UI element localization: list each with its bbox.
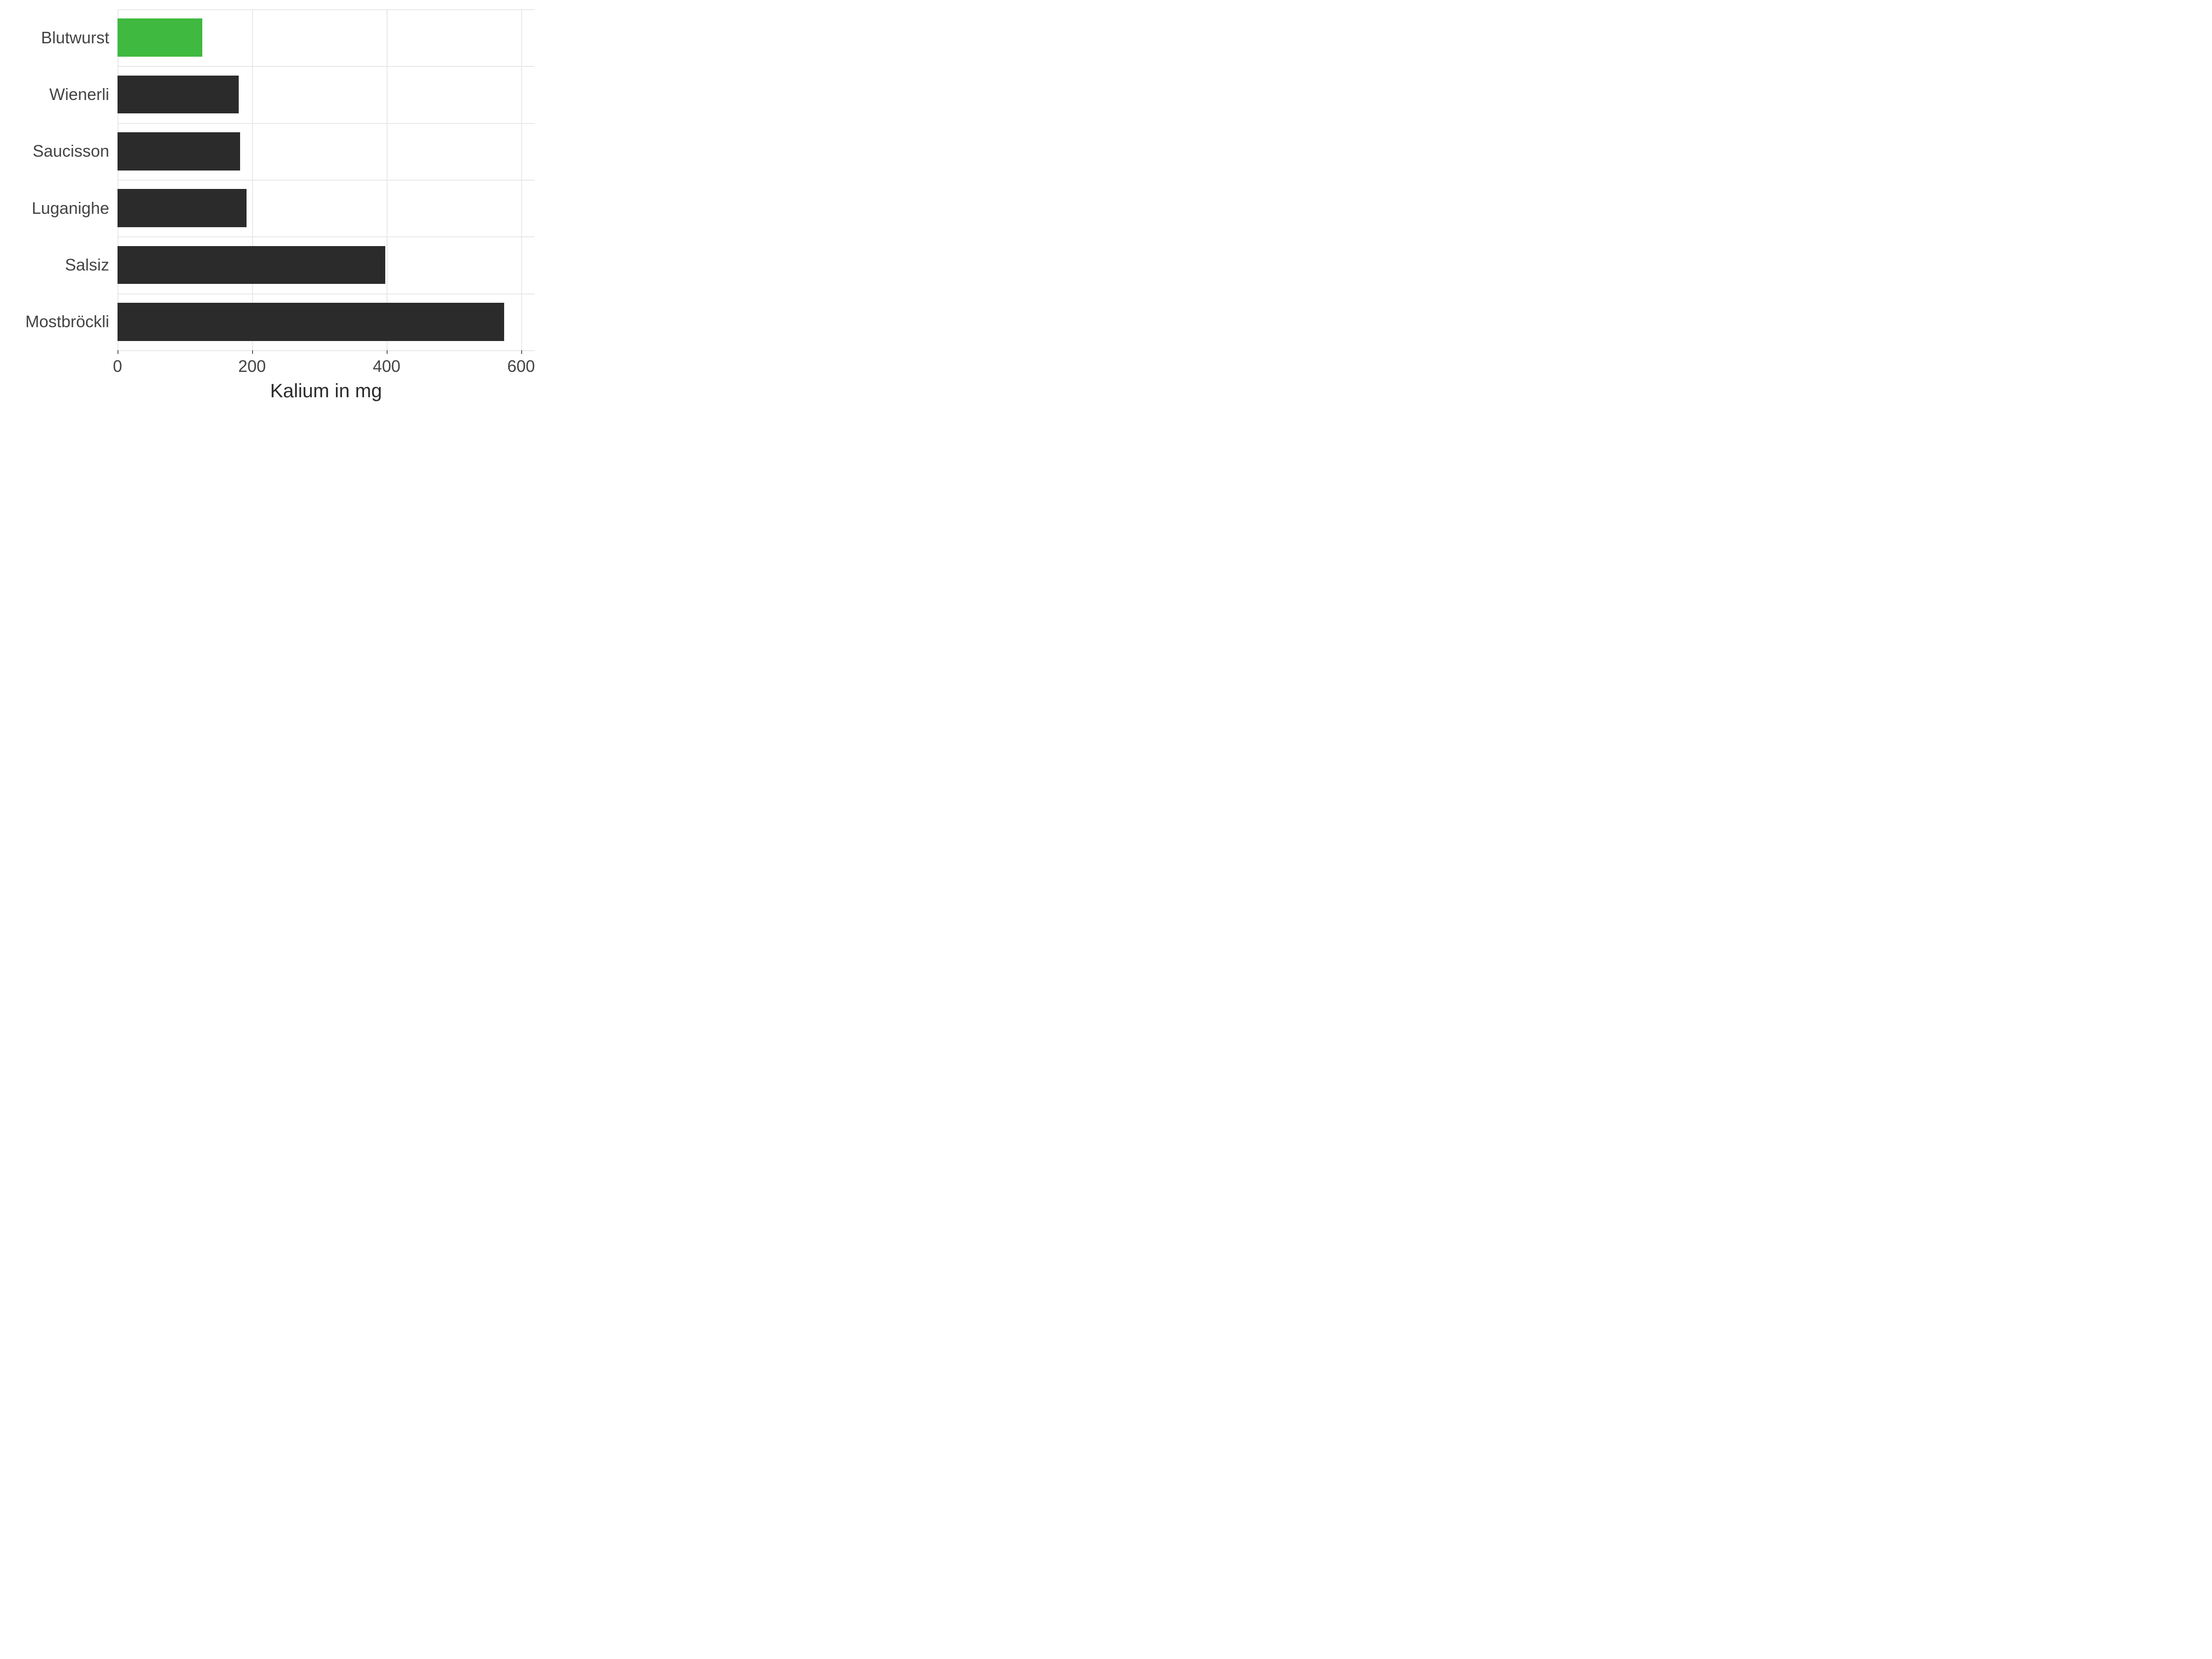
- kalium-bar-chart: 0 200 400 600 Blutwurst Wienerli Saucisson Luga…: [0, 0, 553, 415]
- y-tick-label: Luganighe: [32, 199, 109, 218]
- bar: [118, 189, 247, 227]
- bar: [118, 132, 240, 171]
- gridline-h: [118, 66, 535, 67]
- bar: [118, 303, 504, 341]
- plot-area: [118, 9, 535, 350]
- x-tick-label: 600: [507, 357, 535, 376]
- x-tick-label: 400: [373, 357, 400, 376]
- bar: [118, 246, 385, 284]
- y-tick-label: Mostbröckli: [25, 312, 109, 331]
- gridline-h: [118, 9, 535, 10]
- gridline-h: [118, 350, 535, 351]
- gridline-h: [118, 123, 535, 124]
- x-tick-label: 200: [238, 357, 266, 376]
- y-tick-label: Salsiz: [65, 255, 109, 275]
- x-tick-mark: [521, 350, 522, 354]
- gridline-h: [118, 180, 535, 181]
- x-tick-mark: [387, 350, 388, 354]
- y-tick-label: Wienerli: [49, 85, 109, 104]
- bar: [118, 18, 202, 57]
- x-tick-label: 0: [113, 357, 122, 376]
- y-tick-label: Blutwurst: [41, 28, 109, 47]
- x-axis-title: Kalium in mg: [118, 380, 535, 402]
- x-tick-mark: [252, 350, 253, 354]
- y-tick-label: Saucisson: [33, 141, 109, 161]
- bar: [118, 76, 239, 114]
- gridline-h: [118, 236, 535, 237]
